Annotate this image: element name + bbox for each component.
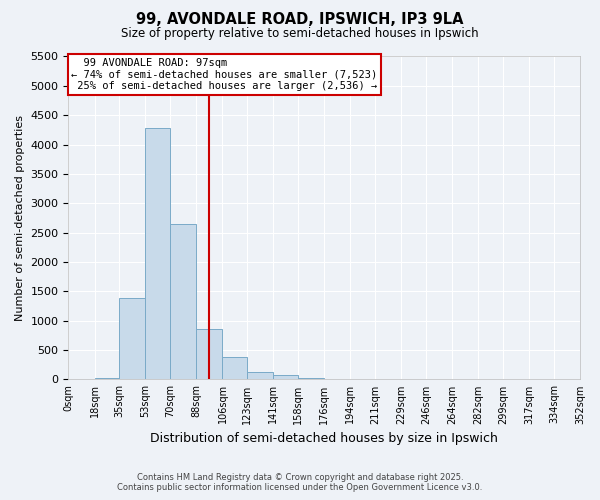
- X-axis label: Distribution of semi-detached houses by size in Ipswich: Distribution of semi-detached houses by …: [150, 432, 498, 445]
- Bar: [196, 329, 223, 380]
- Bar: [247, 372, 274, 380]
- Text: 99, AVONDALE ROAD, IPSWICH, IP3 9LA: 99, AVONDALE ROAD, IPSWICH, IP3 9LA: [136, 12, 464, 28]
- Text: Contains HM Land Registry data © Crown copyright and database right 2025.
Contai: Contains HM Land Registry data © Crown c…: [118, 473, 482, 492]
- Bar: [223, 357, 247, 380]
- Bar: [170, 224, 196, 380]
- Text: Size of property relative to semi-detached houses in Ipswich: Size of property relative to semi-detach…: [121, 28, 479, 40]
- Bar: [274, 374, 298, 380]
- Bar: [95, 378, 119, 380]
- Text: 99 AVONDALE ROAD: 97sqm
← 74% of semi-detached houses are smaller (7,523)
 25% o: 99 AVONDALE ROAD: 97sqm ← 74% of semi-de…: [71, 58, 377, 91]
- Bar: [145, 128, 170, 380]
- Y-axis label: Number of semi-detached properties: Number of semi-detached properties: [15, 115, 25, 321]
- Bar: [119, 298, 145, 380]
- Bar: [324, 378, 350, 380]
- Bar: [298, 378, 324, 380]
